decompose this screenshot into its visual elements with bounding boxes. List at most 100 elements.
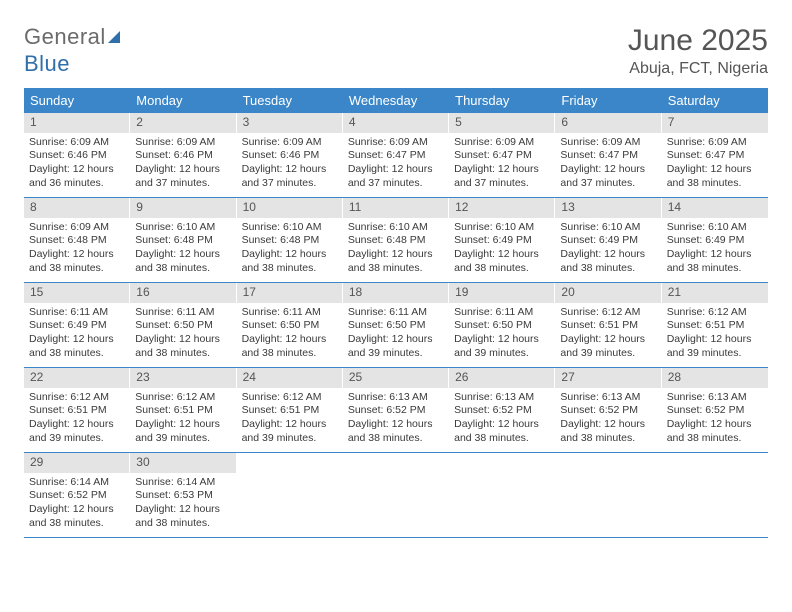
day-number: 14 (662, 198, 768, 218)
daylight-line: Daylight: 12 hours and 39 minutes. (242, 418, 338, 445)
day-cell: 1Sunrise: 6:09 AMSunset: 6:46 PMDaylight… (24, 113, 130, 197)
daylight-line: Daylight: 12 hours and 38 minutes. (348, 418, 444, 445)
sunrise-line: Sunrise: 6:13 AM (348, 391, 444, 405)
sunrise-line: Sunrise: 6:10 AM (348, 221, 444, 235)
sunset-line: Sunset: 6:51 PM (560, 319, 656, 333)
day-cell: 22Sunrise: 6:12 AMSunset: 6:51 PMDayligh… (24, 368, 130, 452)
sunset-line: Sunset: 6:50 PM (348, 319, 444, 333)
day-number: 23 (130, 368, 236, 388)
day-number: 4 (343, 113, 449, 133)
weekday-header: Monday (130, 88, 236, 113)
sail-icon (106, 25, 126, 51)
sunrise-line: Sunrise: 6:09 AM (135, 136, 231, 150)
weekday-header: Friday (555, 88, 661, 113)
day-cell: 3Sunrise: 6:09 AMSunset: 6:46 PMDaylight… (237, 113, 343, 197)
sunrise-line: Sunrise: 6:11 AM (454, 306, 550, 320)
day-body: Sunrise: 6:11 AMSunset: 6:50 PMDaylight:… (343, 303, 449, 367)
day-cell: 9Sunrise: 6:10 AMSunset: 6:48 PMDaylight… (130, 198, 236, 282)
sunset-line: Sunset: 6:48 PM (348, 234, 444, 248)
weekday-header: Wednesday (343, 88, 449, 113)
day-number: 5 (449, 113, 555, 133)
day-cell: 5Sunrise: 6:09 AMSunset: 6:47 PMDaylight… (449, 113, 555, 197)
day-body: Sunrise: 6:12 AMSunset: 6:51 PMDaylight:… (237, 388, 343, 452)
sunrise-line: Sunrise: 6:10 AM (242, 221, 338, 235)
day-number: 24 (237, 368, 343, 388)
sunrise-line: Sunrise: 6:10 AM (135, 221, 231, 235)
day-body: Sunrise: 6:09 AMSunset: 6:47 PMDaylight:… (662, 133, 768, 197)
day-cell: 10Sunrise: 6:10 AMSunset: 6:48 PMDayligh… (237, 198, 343, 282)
sunset-line: Sunset: 6:49 PM (29, 319, 125, 333)
daylight-line: Daylight: 12 hours and 37 minutes. (560, 163, 656, 190)
day-body: Sunrise: 6:11 AMSunset: 6:50 PMDaylight:… (130, 303, 236, 367)
daylight-line: Daylight: 12 hours and 36 minutes. (29, 163, 125, 190)
day-cell: 30Sunrise: 6:14 AMSunset: 6:53 PMDayligh… (130, 453, 236, 537)
day-cell: 15 Sunrise: 6:11 AMSunset: 6:49 PMDayligh… (24, 283, 130, 367)
day-body: Sunrise: 6:10 AMSunset: 6:48 PMDaylight:… (237, 218, 343, 282)
day-cell: 6Sunrise: 6:09 AMSunset: 6:47 PMDaylight… (555, 113, 661, 197)
day-body: Sunrise: 6:13 AMSunset: 6:52 PMDaylight:… (343, 388, 449, 452)
sunset-line: Sunset: 6:52 PM (454, 404, 550, 418)
day-cell: 29Sunrise: 6:14 AMSunset: 6:52 PMDayligh… (24, 453, 130, 537)
daylight-line: Daylight: 12 hours and 38 minutes. (242, 248, 338, 275)
day-cell: 4Sunrise: 6:09 AMSunset: 6:47 PMDaylight… (343, 113, 449, 197)
day-cell: 23Sunrise: 6:12 AMSunset: 6:51 PMDayligh… (130, 368, 236, 452)
day-number: 25 (343, 368, 449, 388)
day-number: 13 (555, 198, 661, 218)
day-number: 30 (130, 453, 236, 473)
day-number: 7 (662, 113, 768, 133)
day-cell (555, 453, 661, 537)
daylight-line: Daylight: 12 hours and 38 minutes. (667, 163, 763, 190)
day-number: 18 (343, 283, 449, 303)
daylight-line: Daylight: 12 hours and 38 minutes. (242, 333, 338, 360)
sunrise-line: Sunrise: 6:13 AM (667, 391, 763, 405)
sunset-line: Sunset: 6:47 PM (667, 149, 763, 163)
sunset-line: Sunset: 6:51 PM (29, 404, 125, 418)
day-body: Sunrise: 6:10 AMSunset: 6:48 PMDaylight:… (130, 218, 236, 282)
day-cell (662, 453, 768, 537)
daylight-line: Daylight: 12 hours and 38 minutes. (29, 333, 125, 360)
day-number: 20 (555, 283, 661, 303)
daylight-line: Daylight: 12 hours and 39 minutes. (348, 333, 444, 360)
sunset-line: Sunset: 6:51 PM (667, 319, 763, 333)
daylight-line: Daylight: 12 hours and 38 minutes. (560, 248, 656, 275)
day-number: 27 (555, 368, 661, 388)
day-cell: 27Sunrise: 6:13 AMSunset: 6:52 PMDayligh… (555, 368, 661, 452)
sunrise-line: Sunrise: 6:10 AM (454, 221, 550, 235)
week-row: 1Sunrise: 6:09 AMSunset: 6:46 PMDaylight… (24, 113, 768, 198)
sunset-line: Sunset: 6:47 PM (348, 149, 444, 163)
daylight-line: Daylight: 12 hours and 38 minutes. (454, 248, 550, 275)
day-body: Sunrise: 6:09 AMSunset: 6:47 PMDaylight:… (449, 133, 555, 197)
logo-text-blue: Blue (24, 51, 70, 76)
logo: GeneralBlue (24, 24, 126, 77)
day-cell: 14Sunrise: 6:10 AMSunset: 6:49 PMDayligh… (662, 198, 768, 282)
sunset-line: Sunset: 6:48 PM (135, 234, 231, 248)
day-number: 19 (449, 283, 555, 303)
sunrise-line: Sunrise: 6:14 AM (29, 476, 125, 490)
day-body: Sunrise: 6:10 AMSunset: 6:48 PMDaylight:… (343, 218, 449, 282)
day-number: 15 (24, 283, 130, 303)
daylight-line: Daylight: 12 hours and 38 minutes. (560, 418, 656, 445)
day-body: Sunrise: 6:09 AMSunset: 6:47 PMDaylight:… (343, 133, 449, 197)
page-title: June 2025 (628, 24, 768, 58)
day-cell: 25Sunrise: 6:13 AMSunset: 6:52 PMDayligh… (343, 368, 449, 452)
sunrise-line: Sunrise: 6:14 AM (135, 476, 231, 490)
sunrise-line: Sunrise: 6:09 AM (348, 136, 444, 150)
day-number: 2 (130, 113, 236, 133)
weeks: 1Sunrise: 6:09 AMSunset: 6:46 PMDaylight… (24, 113, 768, 538)
weekday-row: SundayMondayTuesdayWednesdayThursdayFrid… (24, 88, 768, 113)
day-body: Sunrise: 6:09 AMSunset: 6:48 PMDaylight:… (24, 218, 130, 282)
day-body: Sunrise: 6:10 AMSunset: 6:49 PMDaylight:… (662, 218, 768, 282)
day-number: 16 (130, 283, 236, 303)
sunrise-line: Sunrise: 6:13 AM (560, 391, 656, 405)
sunrise-line: Sunrise: 6:10 AM (560, 221, 656, 235)
sunset-line: Sunset: 6:46 PM (29, 149, 125, 163)
calendar: SundayMondayTuesdayWednesdayThursdayFrid… (24, 88, 768, 538)
sunrise-line: Sunrise: 6:11 AM (29, 306, 125, 320)
day-cell: 7Sunrise: 6:09 AMSunset: 6:47 PMDaylight… (662, 113, 768, 197)
daylight-line: Daylight: 12 hours and 39 minutes. (29, 418, 125, 445)
sunset-line: Sunset: 6:50 PM (242, 319, 338, 333)
day-number: 8 (24, 198, 130, 218)
daylight-line: Daylight: 12 hours and 38 minutes. (29, 503, 125, 530)
sunset-line: Sunset: 6:53 PM (135, 489, 231, 503)
daylight-line: Daylight: 12 hours and 37 minutes. (242, 163, 338, 190)
